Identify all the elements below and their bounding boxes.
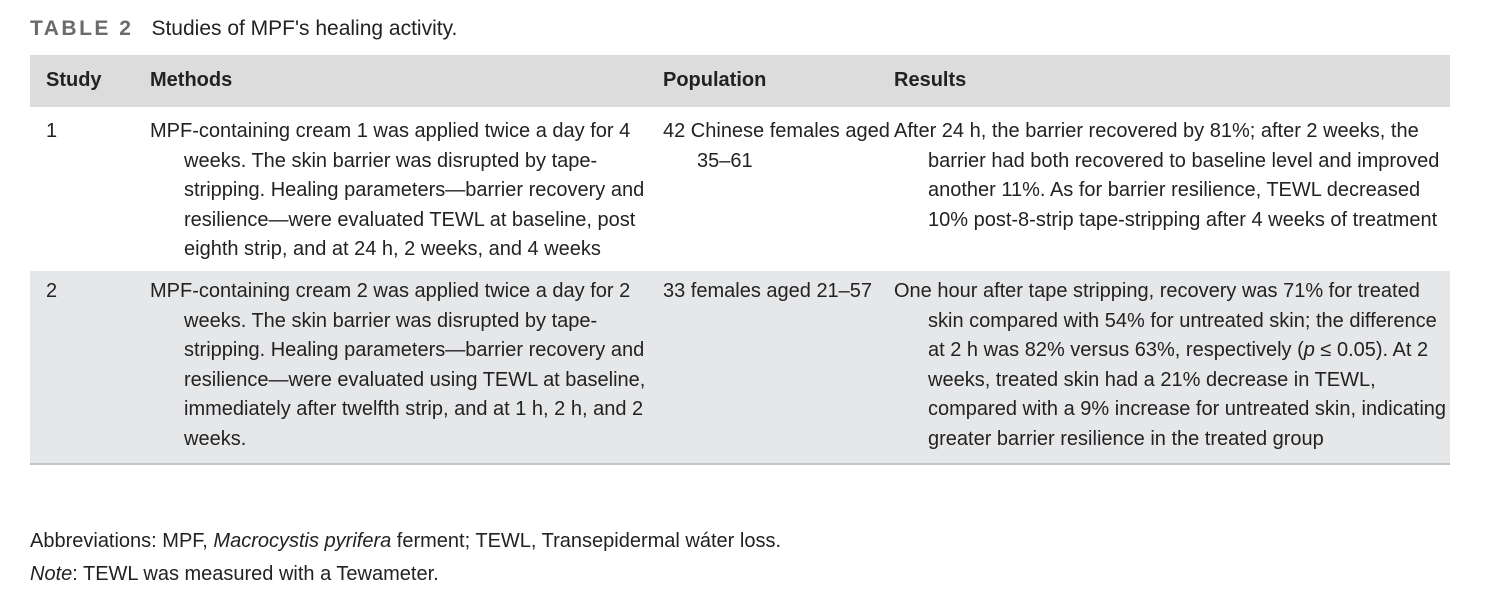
header-population: Population: [663, 69, 767, 92]
cell-results: One hour after tape stripping, recovery …: [894, 270, 1450, 465]
species-name: Macrocystis pyrifera: [213, 530, 392, 552]
abbreviations-text: Abbreviations: MPF,: [30, 530, 214, 552]
header-methods: Methods: [150, 69, 233, 92]
cell-methods: MPF-containing cream 2 was applied twice…: [150, 270, 663, 465]
cell-results: After 24 h, the barrier recovered by 81%…: [894, 107, 1450, 271]
table-row: 1 MPF-containing cream 1 was applied twi…: [30, 107, 1450, 271]
cell-population: 33 females aged 21–57: [663, 270, 894, 465]
studies-table: Study Methods Population Results 1 MPF-c…: [30, 55, 1450, 465]
cell-study: 1: [46, 120, 58, 142]
table-header-row: Study Methods Population Results: [30, 55, 1450, 107]
abbreviations-footnote: Abbreviations: MPF, Macrocystis pyrifera…: [30, 525, 781, 558]
note-label: Note: [30, 563, 73, 585]
table-label: TABLE 2: [30, 17, 134, 40]
note-text: : TEWL was measured with a Tewameter.: [72, 563, 439, 585]
results-text: One hour after tape stripping, recovery …: [894, 277, 1450, 455]
table-row: 2 MPF-containing cream 2 was applied twi…: [30, 270, 1450, 465]
table-title: Studies of MPF's healing activity.: [151, 17, 458, 40]
header-study: Study: [46, 69, 102, 92]
header-results: Results: [894, 69, 967, 92]
cell-methods: MPF-containing cream 1 was applied twice…: [150, 107, 663, 271]
results-text-part: ≤ 0.05). At 2 weeks, treated skin had a …: [928, 339, 1447, 450]
abbreviations-text: ferment; TEWL, Transepidermal wáter loss…: [391, 530, 781, 552]
results-text: After 24 h, the barrier recovered by 81%…: [894, 120, 1440, 231]
methods-text: MPF-containing cream 2 was applied twice…: [150, 279, 646, 450]
cell-study: 2: [30, 270, 150, 465]
results-text-part: One hour after tape stripping, recovery …: [894, 279, 1437, 362]
cell-population: 42 Chinese females aged 35–61: [663, 107, 894, 271]
methods-text: MPF-containing cream 1 was applied twice…: [150, 120, 645, 261]
table-footnotes: Abbreviations: MPF, Macrocystis pyrifera…: [30, 525, 781, 591]
note-footnote: Note: TEWL was measured with a Tewameter…: [30, 558, 781, 591]
p-value-symbol: p: [1303, 339, 1315, 362]
table-caption: TABLE 2 Studies of MPF's healing activity…: [30, 14, 457, 44]
population-text: 42 Chinese females aged 35–61: [663, 120, 890, 172]
population-text: 33 females aged 21–57: [663, 279, 873, 302]
